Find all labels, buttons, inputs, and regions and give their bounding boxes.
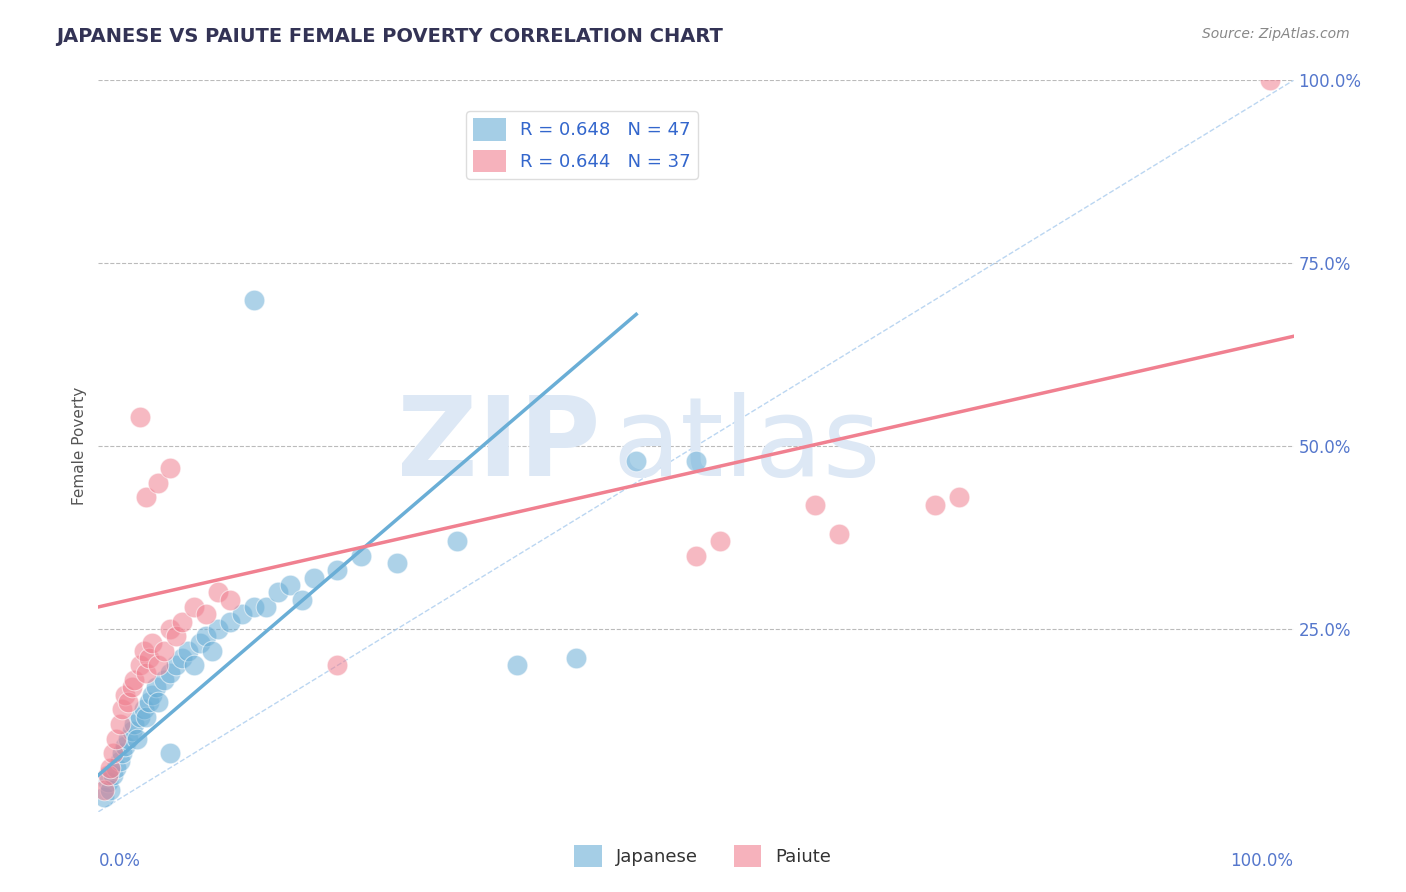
Point <box>172 615 194 629</box>
Point <box>114 688 136 702</box>
Point <box>195 629 218 643</box>
Point <box>93 790 115 805</box>
Point <box>135 665 157 680</box>
Text: 0.0%: 0.0% <box>98 852 141 870</box>
Point <box>124 717 146 731</box>
Point <box>267 585 290 599</box>
Point <box>685 549 707 563</box>
Text: Source: ZipAtlas.com: Source: ZipAtlas.com <box>1202 27 1350 41</box>
Point <box>446 534 468 549</box>
Point <box>132 644 155 658</box>
Point <box>148 695 170 709</box>
Point <box>159 461 181 475</box>
Point <box>231 607 253 622</box>
Point <box>183 599 205 614</box>
Point <box>326 658 349 673</box>
Legend: Japanese, Paiute: Japanese, Paiute <box>567 838 839 874</box>
Point <box>1258 73 1281 87</box>
Point <box>626 453 648 467</box>
Point <box>141 636 163 650</box>
Point <box>121 681 143 695</box>
Point <box>111 746 134 760</box>
Point <box>108 754 131 768</box>
Point <box>506 658 529 673</box>
Point <box>219 592 242 607</box>
Point <box>709 534 731 549</box>
Point <box>804 498 827 512</box>
Point <box>159 622 181 636</box>
Point <box>138 651 160 665</box>
Point <box>93 782 115 797</box>
Point <box>108 717 131 731</box>
Point <box>117 695 139 709</box>
Text: ZIP: ZIP <box>396 392 600 500</box>
Point <box>165 658 187 673</box>
Point <box>243 293 266 307</box>
Point <box>159 746 181 760</box>
Point <box>97 768 120 782</box>
Point <box>828 526 851 541</box>
Point <box>254 599 277 614</box>
Point <box>101 746 124 760</box>
Text: atlas: atlas <box>613 392 880 500</box>
Point <box>129 709 152 723</box>
Point <box>207 622 229 636</box>
Point <box>302 571 325 585</box>
Point <box>924 498 946 512</box>
Text: JAPANESE VS PAIUTE FEMALE POVERTY CORRELATION CHART: JAPANESE VS PAIUTE FEMALE POVERTY CORREL… <box>56 27 723 45</box>
Legend: R = 0.648   N = 47, R = 0.644   N = 37: R = 0.648 N = 47, R = 0.644 N = 37 <box>465 112 697 178</box>
Text: 100.0%: 100.0% <box>1230 852 1294 870</box>
Point <box>129 409 152 424</box>
Point <box>145 681 167 695</box>
Point <box>188 636 211 650</box>
Y-axis label: Female Poverty: Female Poverty <box>72 387 87 505</box>
Point <box>101 768 124 782</box>
Point <box>177 644 200 658</box>
Point <box>385 556 409 570</box>
Point <box>195 607 218 622</box>
Point <box>219 615 242 629</box>
Point <box>685 453 707 467</box>
Point <box>291 592 314 607</box>
Point <box>121 724 143 739</box>
Point <box>148 475 170 490</box>
Point <box>153 673 176 687</box>
Point <box>159 665 181 680</box>
Point <box>948 490 970 504</box>
Point <box>111 702 134 716</box>
Point <box>105 731 128 746</box>
Point <box>129 658 152 673</box>
Point <box>135 490 157 504</box>
Point <box>165 629 187 643</box>
Point <box>117 731 139 746</box>
Point <box>207 585 229 599</box>
Point <box>201 644 224 658</box>
Point <box>183 658 205 673</box>
Point <box>278 578 301 592</box>
Point <box>97 775 120 789</box>
Point <box>135 709 157 723</box>
Point <box>141 688 163 702</box>
Point <box>114 739 136 753</box>
Point <box>98 761 122 775</box>
Point <box>124 673 146 687</box>
Point <box>105 761 128 775</box>
Point <box>153 644 176 658</box>
Point <box>172 651 194 665</box>
Point <box>138 695 160 709</box>
Point <box>125 731 148 746</box>
Point <box>132 702 155 716</box>
Point <box>243 599 266 614</box>
Point <box>565 651 588 665</box>
Point <box>148 658 170 673</box>
Point <box>98 782 122 797</box>
Point <box>326 563 349 577</box>
Point <box>350 549 373 563</box>
